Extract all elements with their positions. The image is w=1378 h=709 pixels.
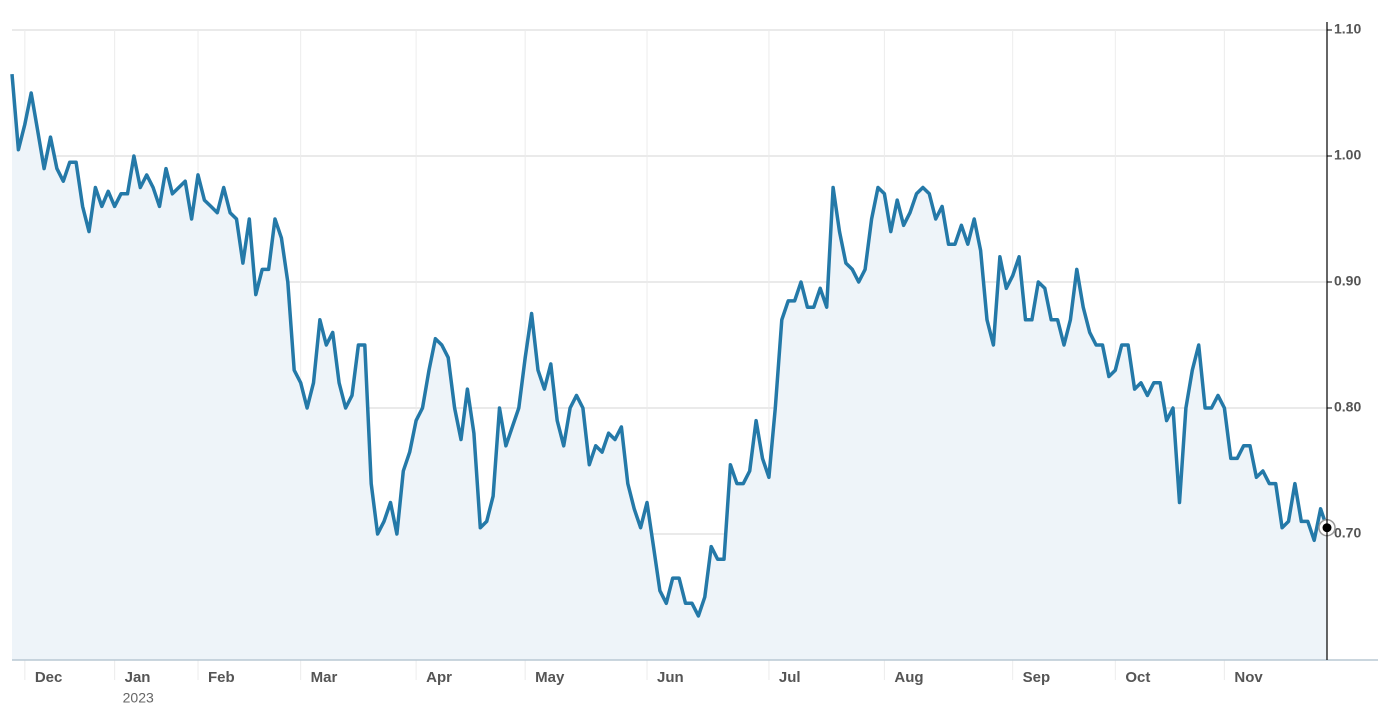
x-tick-label: Jan (125, 669, 151, 686)
x-tick-label: Feb (208, 669, 235, 686)
y-tick-label: 1.00 (1334, 147, 1361, 163)
x-tick-label: Oct (1125, 669, 1150, 686)
area (12, 74, 1327, 661)
x-tick-label: Jun (657, 669, 684, 686)
y-tick-label: 0.90 (1334, 273, 1361, 289)
x-tick-label: Jul (779, 669, 801, 686)
y-tick-label: 0.70 (1334, 525, 1361, 541)
x-tick-label: Nov (1234, 669, 1263, 686)
x-tick-label: Apr (426, 669, 452, 686)
x-tick-label: May (535, 669, 565, 686)
x-tick-label: Dec (35, 669, 63, 686)
x-tick-label: Sep (1023, 669, 1051, 686)
y-tick-label: 1.10 (1334, 21, 1361, 37)
y-tick-label: 0.80 (1334, 399, 1361, 415)
x-tick-label: Mar (311, 669, 338, 686)
x-sub-label: 2023 (123, 690, 154, 706)
price-line (10, 73, 1329, 618)
x-tick-label: Aug (894, 669, 923, 686)
